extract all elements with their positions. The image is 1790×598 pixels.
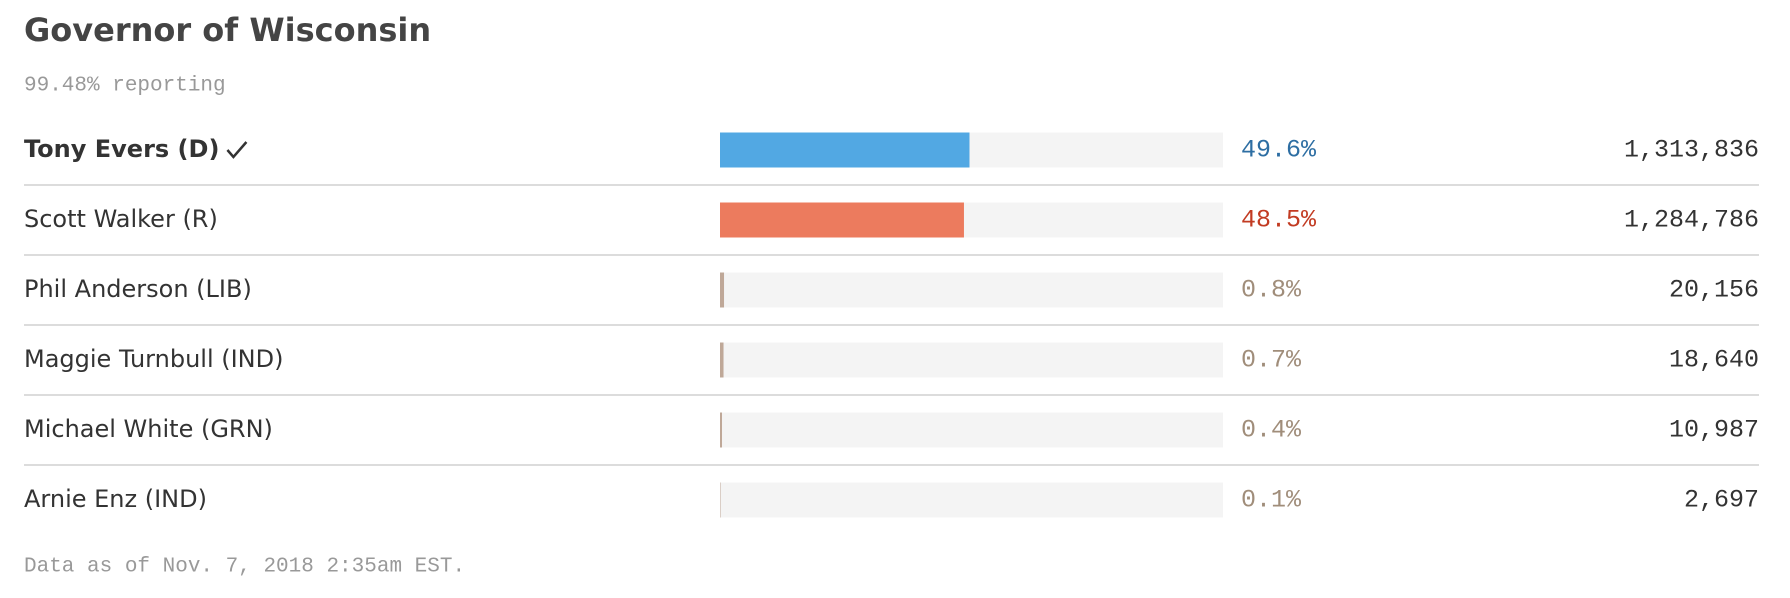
bar-track [720, 272, 1223, 308]
bar [720, 202, 964, 238]
bar [720, 412, 723, 448]
note: Data as of Nov. 7, 2018 2:35am EST. [24, 556, 465, 579]
vote-count: 1,313,836 [1624, 136, 1759, 165]
candidate-name: Arnie Enz (IND) [24, 485, 207, 513]
vote-count: 1,284,786 [1624, 206, 1759, 235]
bar [720, 482, 721, 518]
candidate-name: Scott Walker (R) [24, 205, 218, 233]
subtitle: 99.48% reporting [24, 75, 226, 98]
candidate-name: Michael White (GRN) [24, 415, 273, 443]
percent-label: 0.8% [1241, 276, 1302, 305]
vote-count: 18,640 [1669, 346, 1759, 375]
percent-label: 49.6% [1241, 136, 1317, 165]
candidate-name: Tony Evers (D) [24, 135, 219, 163]
bar [720, 342, 724, 378]
candidate-name: Maggie Turnbull (IND) [24, 345, 283, 373]
vote-count: 10,987 [1669, 416, 1759, 445]
vote-count: 2,697 [1684, 486, 1759, 515]
percent-label: 0.7% [1241, 346, 1302, 375]
bar-track [720, 482, 1223, 518]
bar [720, 272, 725, 308]
percent-label: 0.1% [1241, 486, 1302, 515]
percent-label: 0.4% [1241, 416, 1302, 445]
chart-title: Governor of Wisconsin [24, 11, 431, 49]
vote-count: 20,156 [1669, 276, 1759, 305]
percent-label: 48.5% [1241, 206, 1317, 235]
winner-check [226, 141, 248, 159]
bar-track [720, 342, 1223, 378]
bar [720, 132, 970, 168]
candidate-name: Phil Anderson (LIB) [24, 275, 252, 303]
bar-track [720, 412, 1223, 448]
